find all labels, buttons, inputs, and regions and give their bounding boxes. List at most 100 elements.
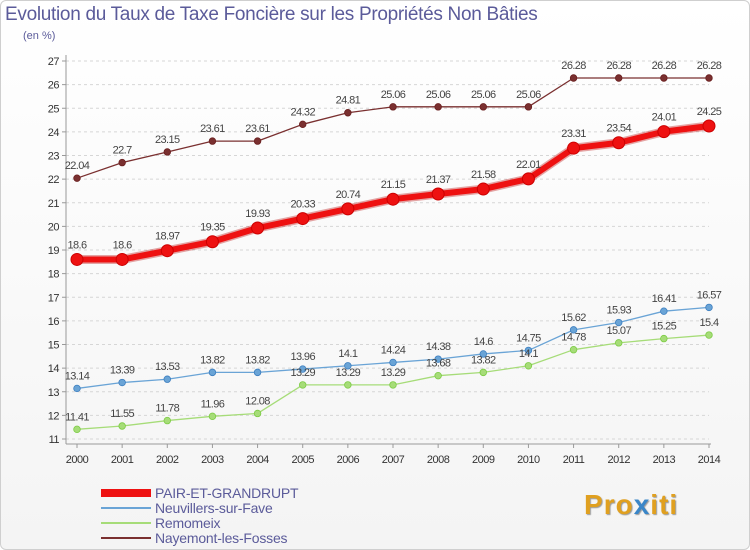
data-label: 13.14 — [65, 370, 90, 382]
data-point — [299, 120, 307, 129]
data-point — [660, 307, 668, 315]
data-label: 24.01 — [652, 112, 677, 124]
data-label: 14.1 — [338, 348, 357, 360]
x-tick-label: 2006 — [337, 454, 360, 466]
data-label: 14.1 — [519, 348, 538, 360]
x-tick-label: 2001 — [111, 454, 134, 466]
data-point — [705, 303, 713, 312]
data-point — [660, 334, 668, 343]
data-label: 26.28 — [697, 60, 722, 72]
data-point — [702, 119, 716, 133]
data-label: 15.07 — [606, 325, 631, 337]
data-label: 15.93 — [606, 305, 631, 317]
data-point — [569, 345, 578, 354]
data-point — [73, 425, 81, 434]
data-point — [569, 74, 578, 82]
data-label: 15.25 — [652, 321, 677, 333]
data-label: 18.97 — [155, 231, 180, 243]
data-point — [341, 202, 355, 216]
logo-letter: i — [650, 489, 660, 520]
data-label: 11.78 — [155, 403, 179, 415]
data-point — [163, 375, 171, 383]
data-label: 24.25 — [697, 106, 722, 118]
data-point — [567, 141, 581, 155]
data-point — [299, 381, 307, 389]
data-label: 13.96 — [290, 351, 315, 363]
logo-letter: x — [633, 489, 651, 520]
legend-label: Remomeix — [155, 515, 221, 531]
data-point — [205, 235, 219, 249]
data-label: 11.55 — [110, 408, 134, 420]
x-tick-label: 2004 — [246, 454, 269, 466]
data-label: 25.06 — [516, 89, 541, 101]
y-tick-label: 17 — [48, 292, 60, 304]
y-tick-label: 13 — [48, 387, 60, 399]
data-label: 13.53 — [155, 361, 180, 373]
data-point — [251, 221, 265, 235]
data-point — [253, 368, 262, 377]
data-label: 16.41 — [652, 293, 677, 305]
y-tick-label: 21 — [48, 198, 60, 210]
data-label: 21.15 — [381, 179, 406, 191]
data-point — [73, 174, 81, 182]
data-point — [208, 368, 217, 377]
data-point — [118, 378, 126, 387]
data-point — [521, 172, 535, 186]
data-label: 23.54 — [606, 123, 631, 135]
legend-label: Neuvillers-sur-Fave — [155, 500, 273, 516]
x-tick-label: 2003 — [201, 454, 224, 466]
data-point — [70, 252, 84, 266]
x-tick-label: 2008 — [427, 454, 450, 466]
data-point — [434, 355, 442, 363]
data-point — [73, 384, 81, 393]
data-label: 11.96 — [201, 398, 225, 410]
y-tick-label: 19 — [48, 245, 60, 257]
x-tick-label: 2000 — [66, 454, 89, 466]
data-label: 13.29 — [336, 367, 361, 379]
data-label: 26.28 — [606, 60, 631, 72]
data-point — [208, 412, 217, 421]
data-label: 15.62 — [561, 312, 586, 324]
data-label: 14.75 — [516, 332, 541, 344]
data-point — [163, 148, 171, 156]
data-label: 20.74 — [336, 189, 361, 201]
y-tick-label: 15 — [48, 340, 60, 352]
data-label: 11.41 — [65, 411, 89, 423]
data-label: 13.68 — [426, 358, 451, 370]
data-label: 23.15 — [155, 134, 180, 146]
x-tick-label: 2009 — [472, 454, 495, 466]
data-point — [296, 212, 310, 226]
data-label: 22.7 — [113, 145, 132, 157]
logo-letter: i — [669, 489, 679, 520]
x-tick-label: 2013 — [653, 454, 676, 466]
data-point — [524, 346, 533, 355]
data-point — [386, 192, 400, 206]
data-label: 22.01 — [516, 159, 541, 171]
logo-letter: r — [603, 489, 616, 520]
data-label: 13.29 — [290, 367, 315, 379]
data-label: 18.6 — [113, 239, 132, 251]
data-label: 13.82 — [200, 354, 225, 366]
data-point — [569, 326, 578, 334]
data-label: 24.81 — [336, 95, 361, 107]
x-tick-label: 2007 — [382, 454, 405, 466]
chart-title: Evolution du Taux de Taxe Foncière sur l… — [5, 4, 538, 25]
data-point — [344, 109, 352, 117]
data-label: 23.31 — [561, 128, 586, 140]
data-point — [163, 416, 171, 425]
data-label: 19.35 — [200, 222, 225, 234]
data-point — [476, 182, 490, 196]
data-label: 14.78 — [561, 332, 586, 344]
legend-label: Nayemont-les-Fosses — [155, 530, 288, 546]
y-tick-label: 12 — [48, 410, 60, 422]
data-point — [434, 371, 442, 380]
data-label: 26.28 — [561, 60, 586, 72]
data-point — [615, 74, 623, 82]
data-label: 14.38 — [426, 341, 451, 353]
data-label: 16.57 — [697, 289, 722, 301]
legend-label: PAIR-ET-GRANDRUPT — [155, 485, 299, 501]
data-label: 25.06 — [426, 89, 451, 101]
data-point — [434, 103, 442, 111]
data-label: 25.06 — [471, 89, 496, 101]
